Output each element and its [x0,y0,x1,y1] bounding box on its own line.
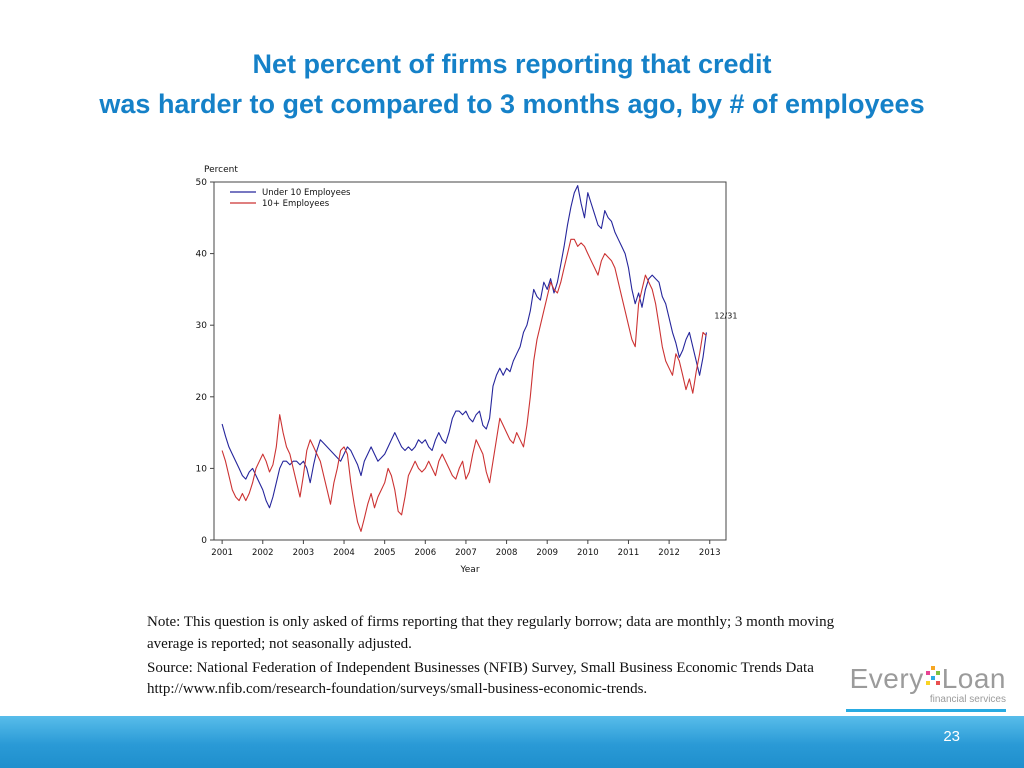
svg-text:10+ Employees: 10+ Employees [262,199,330,209]
svg-text:2010: 2010 [577,548,599,558]
svg-text:2001: 2001 [211,548,233,558]
everyloan-logo: Every Loan financial services [846,664,1006,712]
footer-bar: 23 [0,716,1024,768]
svg-text:2011: 2011 [618,548,640,558]
svg-text:Year: Year [459,565,479,575]
title-line-2: was harder to get compared to 3 months a… [99,89,925,119]
source-text: Source: National Federation of Independe… [147,659,814,698]
svg-text:Under 10 Employees: Under 10 Employees [262,188,351,198]
logo-text: Every Loan [846,664,1006,694]
notes: Note: This question is only asked of fir… [147,612,855,703]
page-number: 23 [943,728,960,745]
svg-text:12/31: 12/31 [714,311,737,320]
logo-text-every: Every [849,663,924,694]
svg-text:2008: 2008 [496,548,518,558]
logo-tagline: financial services [929,694,1006,705]
logo-dots-icon [925,664,941,694]
svg-text:30: 30 [196,321,208,331]
svg-text:20: 20 [196,393,208,403]
svg-text:2012: 2012 [658,548,680,558]
svg-text:Percent: Percent [204,165,238,175]
svg-text:2013: 2013 [699,548,721,558]
svg-text:2002: 2002 [252,548,274,558]
note-text: Note: This question is only asked of fir… [147,614,835,652]
svg-text:0: 0 [201,536,207,546]
svg-text:50: 50 [196,178,208,188]
title-line-1: Net percent of firms reporting that cred… [252,49,772,79]
logo-underline [846,709,1006,712]
svg-text:2004: 2004 [333,548,355,558]
slide-title: Net percent of firms reporting that cred… [0,44,1024,124]
line-chart: 0 10 20 30 40 50 2001 2002 2003 2004 2005 2006 2007 2… [196,165,738,575]
svg-text:10: 10 [196,464,208,474]
svg-text:40: 40 [196,250,208,260]
chart-figure: 0 10 20 30 40 50 2001 2002 2003 2004 2005 2006 2007 2… [168,152,798,602]
svg-text:2005: 2005 [374,548,396,558]
svg-text:2007: 2007 [455,548,477,558]
svg-text:2006: 2006 [414,548,436,558]
logo-text-loan: Loan [941,663,1006,694]
svg-text:2009: 2009 [536,548,558,558]
svg-text:2003: 2003 [293,548,315,558]
